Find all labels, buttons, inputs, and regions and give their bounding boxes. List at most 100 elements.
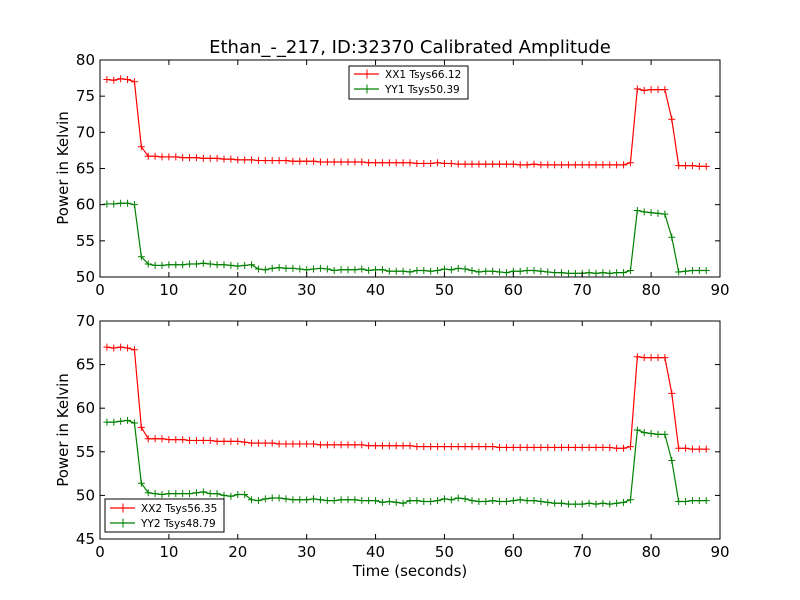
bottom-x-tick-label: 50 [435,543,454,561]
top-plot-frame [99,59,721,278]
data-point-xx1 [544,161,552,169]
data-point-yy2 [351,496,359,504]
data-point-xx1 [220,155,228,163]
data-point-xx1 [227,155,235,163]
data-point-yy1 [392,267,400,275]
top-x-tick-label: 20 [228,281,247,299]
data-point-yy1 [640,208,648,216]
data-point-xx1 [248,156,256,164]
data-point-xx2 [585,443,593,451]
bottom-x-tick-label: 70 [573,543,592,561]
data-point-yy1 [310,265,318,273]
data-point-xx2 [254,439,262,447]
data-point-xx2 [647,354,655,362]
data-point-xx2 [454,443,462,451]
data-point-xx1 [454,160,462,168]
bottom-legend-box [104,498,225,533]
data-point-yy1 [406,268,414,276]
data-point-xx1 [420,159,428,167]
data-point-yy1 [254,265,262,273]
data-point-yy1 [337,266,345,274]
data-point-xx2 [413,443,421,451]
data-point-xx1 [165,153,173,161]
data-point-xx2 [688,445,696,453]
data-point-xx2 [268,439,276,447]
data-point-yy2 [289,496,297,504]
data-point-xx1 [130,78,138,86]
data-point-xx1 [626,159,634,167]
data-point-xx1 [592,161,600,169]
data-point-yy1 [213,261,221,269]
data-point-xx1 [282,157,290,165]
bottom-subplot: Power in Kelvin Time (seconds) 0 10 20 30 40… [54,312,730,580]
data-point-yy2 [199,488,207,496]
data-point-xx2 [220,437,228,445]
data-point-yy2 [310,495,318,503]
data-point-xx2 [316,441,324,449]
data-point-yy1 [282,264,290,272]
data-point-yy2 [475,498,483,505]
data-point-yy1 [613,269,621,277]
data-point-xx1 [199,154,207,162]
data-point-xx2 [117,343,125,351]
data-point-xx2 [378,442,386,450]
data-point-xx1 [496,160,504,168]
data-point-yy1 [496,268,504,276]
data-point-xx2 [296,440,304,448]
data-point-xx1 [206,154,214,162]
data-point-yy2 [606,500,614,508]
data-point-yy2 [599,499,607,507]
data-point-xx2 [420,443,428,451]
data-point-yy1 [558,269,566,277]
data-point-yy1 [117,199,125,207]
data-point-yy2 [241,491,249,499]
data-point-yy1 [420,266,428,274]
data-point-yy2 [502,498,510,505]
data-point-xx2 [654,354,662,362]
data-point-xx2 [172,436,180,444]
legend-entry-yy1: YY1 Tsys50.39 [354,84,460,96]
data-point-xx2 [124,344,132,352]
top-y-axis-label: Power in Kelvin [54,111,72,225]
bottom-x-tick-label: 0 [95,543,105,561]
data-point-xx1 [647,86,655,94]
chart-title: Ethan_-_217, ID:32370 Calibrated Amplitu… [209,37,611,58]
data-point-yy2 [447,496,455,504]
data-point-xx2 [165,436,173,444]
data-point-yy2 [165,490,173,498]
data-point-xx1 [682,162,690,170]
data-point-xx2 [337,441,345,449]
data-point-yy1 [130,201,138,209]
data-point-xx2 [158,435,166,443]
data-point-yy1 [296,265,304,273]
data-point-xx1 [316,158,324,166]
data-point-yy1 [434,266,442,274]
data-point-yy2 [558,499,566,507]
data-point-yy1 [544,268,552,276]
data-point-yy2 [227,492,235,500]
data-point-xx1 [551,161,559,169]
data-point-yy2 [268,494,276,502]
data-point-yy2 [468,497,476,505]
data-point-xx2 [633,353,641,361]
data-point-yy2 [661,430,669,438]
data-point-xx1 [358,158,366,166]
data-point-xx2 [502,443,510,451]
top-x-tick-label: 60 [504,281,523,299]
data-point-yy1 [158,261,166,269]
data-point-xx2 [482,443,490,451]
data-point-yy1 [606,269,614,277]
legend-label-yy1: YY1 Tsys50.39 [384,84,460,96]
data-point-yy2 [440,495,448,503]
legend-marker-yy2 [118,518,128,528]
data-point-yy2 [151,490,159,498]
legend-entry-xx1: XX1 Tsys66.12 [354,69,461,81]
data-point-xx2 [516,443,524,451]
bottom-y-tick-label: 60 [76,399,95,417]
data-point-yy1 [289,264,297,272]
data-point-xx1 [137,143,145,151]
data-point-xx2 [447,443,455,451]
data-point-xx2 [303,440,311,448]
bottom-y-tick-label: 65 [76,356,95,374]
data-point-yy1 [179,261,187,269]
